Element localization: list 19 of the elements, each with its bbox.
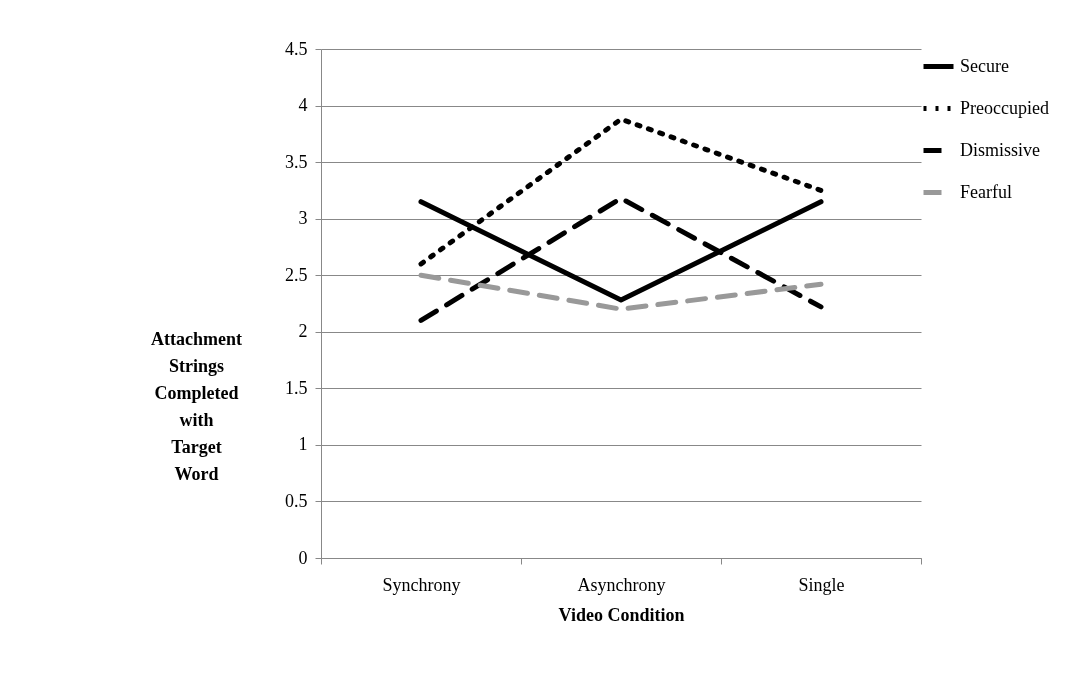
y-tick-label: 0.5 [285,490,308,511]
x-tick-label: Asynchrony [577,574,666,595]
y-tick-label: 1.5 [285,377,308,398]
y-tick-label: 2.5 [285,264,308,285]
y-tick-label: 4 [298,95,308,116]
legend-label: Preoccupied [960,97,1049,118]
legend-label: Fearful [960,181,1012,202]
x-axis-title: Video Condition [558,604,685,625]
x-tick-label: Single [798,574,845,595]
y-tick-label: 0 [298,547,308,568]
legend-label: Secure [960,55,1009,76]
y-tick-label: 2 [298,321,308,342]
x-tick-label: Synchrony [382,574,461,595]
y-tick-label: 3 [298,208,308,229]
y-axis-title: Attachment Strings Completed with Target Word [151,328,242,484]
y-tick-label: 1 [298,434,308,455]
y-tick-label: 3.5 [285,151,308,172]
y-tick-label: 4.5 [285,38,308,59]
legend-label: Dismissive [960,139,1041,160]
